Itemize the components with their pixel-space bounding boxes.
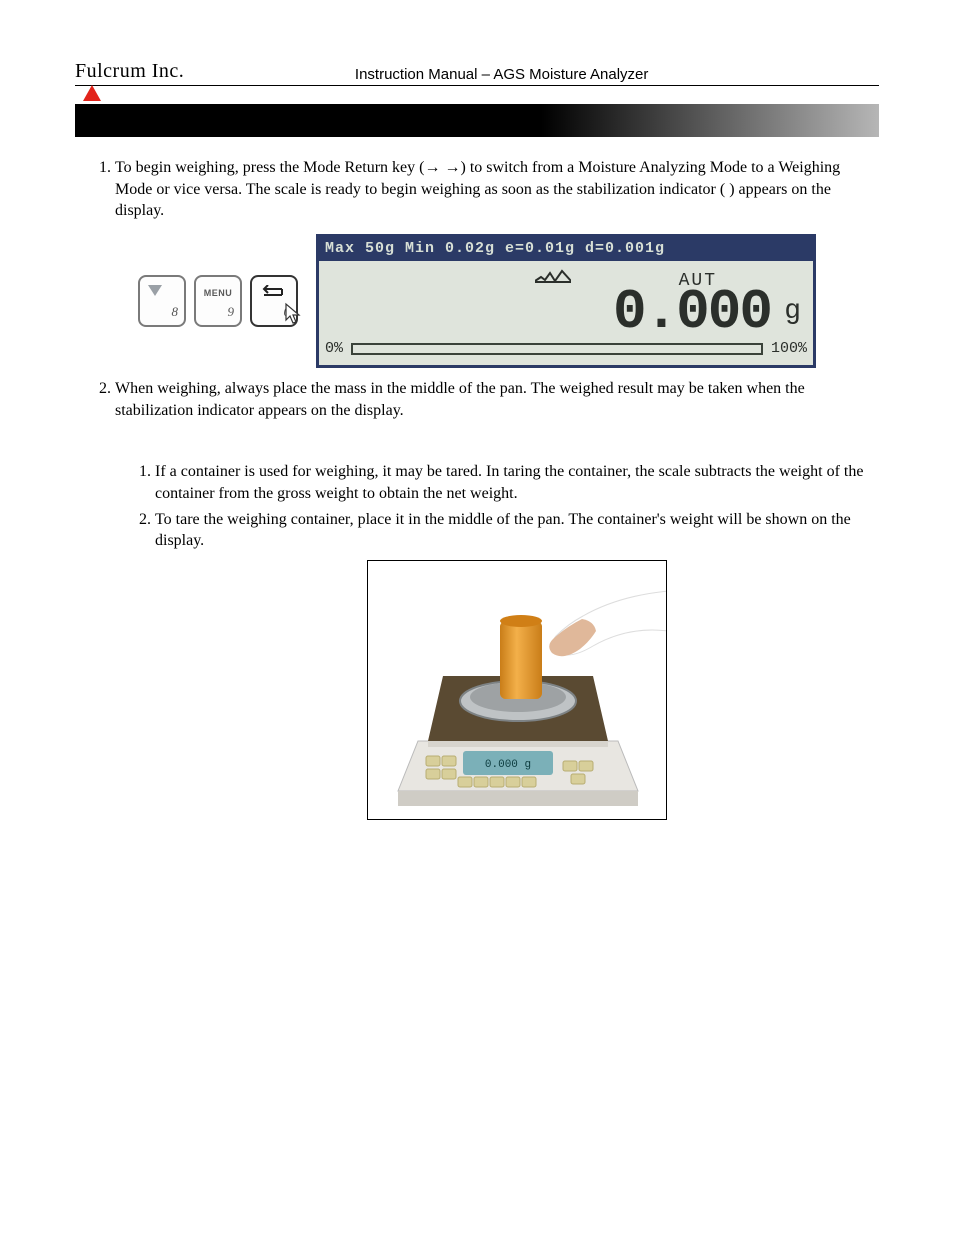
photo-wrap: 0.000 g xyxy=(155,560,879,827)
key-illustrations: 8 MENU 9 0 xyxy=(138,275,298,327)
document-title: Instruction Manual – AGS Moisture Analyz… xyxy=(224,66,879,83)
company-name: Fulcrum Inc. xyxy=(75,60,184,83)
lcd-left-pct: 0% xyxy=(325,339,343,359)
svg-text:0.000 g: 0.000 g xyxy=(485,759,531,771)
key-menu: MENU 9 xyxy=(194,275,242,327)
sub2-text: To tare the weighing container, place it… xyxy=(155,511,851,550)
sub-step-1: If a container is used for weighing, it … xyxy=(155,461,879,504)
key-num-8: 8 xyxy=(172,303,179,321)
lcd-unit: g xyxy=(784,293,801,331)
cursor-icon xyxy=(284,302,302,331)
key-num-9: 9 xyxy=(228,303,235,321)
step-2-text: When weighing, always place the mass in … xyxy=(115,380,805,419)
figure-row-1: 8 MENU 9 0 xyxy=(75,234,879,369)
lcd-mid: AUT 0.000 g xyxy=(325,265,807,337)
lcd-right-pct: 100% xyxy=(771,339,807,359)
lcd-value: 0.000 xyxy=(613,275,771,351)
step-1: To begin weighing, press the Mode Return… xyxy=(115,157,879,368)
key-menu-label: MENU xyxy=(196,287,240,299)
step-2: When weighing, always place the mass in … xyxy=(115,378,879,826)
key-return: 0 xyxy=(250,275,298,327)
instruction-list: To begin weighing, press the Mode Return… xyxy=(75,157,879,826)
gradient-bar xyxy=(75,104,879,137)
lcd-display: Max 50g Min 0.02g e=0.01g d=0.001g AUT 0… xyxy=(316,234,816,369)
page-header: Fulcrum Inc. Instruction Manual – AGS Mo… xyxy=(75,60,879,86)
logo-row xyxy=(75,86,879,104)
lcd-top-line: Max 50g Min 0.02g e=0.01g d=0.001g xyxy=(319,237,813,261)
sub-step-2: To tare the weighing container, place it… xyxy=(155,509,879,827)
return-icon xyxy=(262,285,286,299)
analyzer-photo: 0.000 g xyxy=(367,560,667,820)
key-down: 8 xyxy=(138,275,186,327)
sub1-text: If a container is used for weighing, it … xyxy=(155,463,863,502)
down-triangle-icon xyxy=(148,285,162,297)
sub-list: If a container is used for weighing, it … xyxy=(115,461,879,826)
triangle-icon xyxy=(83,85,101,101)
arrow-glyphs: → → xyxy=(424,159,460,176)
stabilization-icon xyxy=(535,267,571,291)
step-1-text-a: To begin weighing, press the Mode Return… xyxy=(115,159,424,176)
